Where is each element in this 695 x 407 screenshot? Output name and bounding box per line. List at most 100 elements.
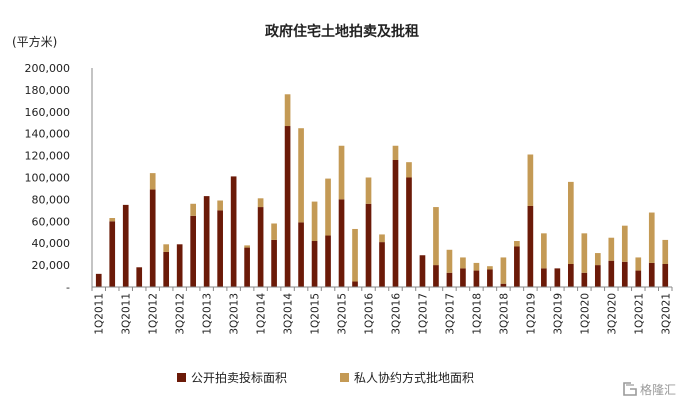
y-unit-label: (平方米) bbox=[12, 34, 57, 49]
x-tick-label: 1Q2011 bbox=[94, 293, 106, 335]
bar-public-auction bbox=[163, 251, 170, 287]
bar-private-treaty bbox=[568, 181, 574, 265]
bar-public-auction bbox=[217, 210, 223, 287]
bar-private-treaty bbox=[163, 244, 170, 252]
bar-public-auction bbox=[568, 264, 574, 287]
bar-public-auction bbox=[608, 260, 615, 287]
bars-group bbox=[95, 94, 669, 288]
x-tick-label: 3Q2019 bbox=[552, 293, 564, 335]
bar-public-auction bbox=[244, 247, 250, 287]
bar-private-treaty bbox=[365, 177, 372, 204]
bar-public-auction bbox=[257, 207, 264, 287]
bar-private-treaty bbox=[311, 201, 318, 242]
bar-private-treaty bbox=[271, 223, 277, 240]
watermark-text: 格隆汇 bbox=[640, 382, 676, 397]
bar-private-treaty bbox=[473, 262, 480, 271]
x-tick-label: 3Q2020 bbox=[606, 293, 618, 335]
x-tick-label: 1Q2019 bbox=[525, 293, 537, 335]
bar-public-auction bbox=[149, 189, 156, 287]
bar-private-treaty bbox=[338, 145, 345, 200]
x-tick-label: 1Q2015 bbox=[310, 293, 322, 335]
bar-private-treaty bbox=[635, 257, 642, 271]
bar-private-treaty bbox=[460, 257, 466, 269]
y-tick-label: 100,000 bbox=[25, 172, 71, 185]
bar-private-treaty bbox=[541, 233, 547, 269]
bar-public-auction bbox=[122, 204, 129, 288]
bar-private-treaty bbox=[487, 266, 493, 270]
bar-private-treaty bbox=[284, 94, 291, 127]
bar-private-treaty bbox=[648, 212, 655, 263]
bar-private-treaty bbox=[433, 207, 439, 266]
bar-public-auction bbox=[311, 241, 318, 287]
bar-private-treaty bbox=[244, 245, 250, 248]
bar-public-auction bbox=[594, 265, 601, 287]
legend-swatch-public-auction bbox=[177, 373, 186, 382]
y-tick-label: 120,000 bbox=[25, 150, 71, 163]
bar-private-treaty bbox=[149, 173, 156, 190]
x-tick-label: 3Q2011 bbox=[121, 293, 133, 335]
x-tick-label: 3Q2013 bbox=[229, 293, 241, 335]
bar-public-auction bbox=[554, 268, 561, 287]
bar-public-auction bbox=[406, 177, 412, 287]
bar-public-auction bbox=[365, 203, 372, 287]
bar-public-auction bbox=[271, 239, 277, 287]
x-tick-label: 3Q2015 bbox=[337, 293, 349, 335]
bar-private-treaty bbox=[514, 241, 520, 247]
bar-public-auction bbox=[621, 261, 628, 287]
bar-public-auction bbox=[433, 265, 439, 287]
x-tick-label: 3Q2018 bbox=[498, 293, 510, 335]
y-tick-label: 160,000 bbox=[25, 106, 71, 119]
bar-private-treaty bbox=[392, 145, 399, 160]
bar-public-auction bbox=[338, 199, 345, 287]
bar-public-auction bbox=[109, 221, 116, 287]
y-tick-label: 60,000 bbox=[32, 215, 71, 228]
bar-private-treaty bbox=[662, 239, 669, 264]
legend-swatch-private-treaty bbox=[340, 373, 349, 382]
bar-public-auction bbox=[487, 269, 493, 287]
bar-public-auction bbox=[379, 242, 385, 287]
y-tick-label: 20,000 bbox=[32, 259, 71, 272]
watermark: 格隆汇 bbox=[623, 382, 676, 397]
x-tick-label: 1Q2012 bbox=[148, 293, 160, 335]
gelonghui-logo-icon bbox=[623, 382, 637, 396]
legend: 公开拍卖投标面积 私人协约方式批地面积 bbox=[177, 370, 474, 385]
bar-public-auction bbox=[514, 246, 520, 287]
bar-public-auction bbox=[419, 255, 426, 287]
bar-public-auction bbox=[662, 264, 669, 287]
x-tick-label: 3Q2014 bbox=[283, 293, 295, 335]
bar-public-auction bbox=[190, 215, 196, 287]
bar-private-treaty bbox=[581, 233, 588, 273]
x-axis-ticks: 1Q2011 3Q2011 1Q2012 3Q2012 1Q2013 3Q2013 1Q20… bbox=[94, 293, 673, 335]
y-tick-label: 40,000 bbox=[32, 237, 71, 250]
bar-private-treaty bbox=[217, 200, 223, 211]
bar-public-auction bbox=[136, 267, 143, 287]
x-tick-label: 3Q2012 bbox=[175, 293, 187, 335]
bar-public-auction bbox=[581, 272, 588, 287]
bar-public-auction bbox=[648, 262, 655, 287]
x-tick-label: 3Q2021 bbox=[660, 293, 672, 335]
legend-label-public-auction: 公开拍卖投标面积 bbox=[191, 370, 287, 385]
bar-public-auction bbox=[500, 283, 507, 287]
bar-public-auction bbox=[460, 268, 466, 287]
y-tick-label: - bbox=[66, 281, 70, 294]
bar-public-auction bbox=[95, 273, 102, 287]
bar-public-auction bbox=[230, 176, 237, 287]
bar-private-treaty bbox=[257, 198, 264, 208]
chart-title: 政府住宅土地拍卖及批租 bbox=[265, 23, 419, 40]
x-tick-label: 1Q2018 bbox=[471, 293, 483, 335]
bar-private-treaty bbox=[608, 237, 615, 261]
y-tick-label: 140,000 bbox=[25, 128, 71, 141]
bar-private-treaty bbox=[406, 162, 412, 178]
bar-public-auction bbox=[473, 270, 480, 287]
bar-private-treaty bbox=[379, 234, 385, 243]
bar-private-treaty bbox=[594, 253, 601, 266]
bar-public-auction bbox=[298, 222, 304, 287]
x-tick-label: 1Q2021 bbox=[633, 293, 645, 335]
bar-private-treaty bbox=[325, 178, 331, 236]
axes-group bbox=[91, 68, 673, 291]
bar-public-auction bbox=[176, 244, 183, 287]
bar-public-auction bbox=[284, 126, 291, 287]
bar-private-treaty bbox=[621, 225, 628, 262]
